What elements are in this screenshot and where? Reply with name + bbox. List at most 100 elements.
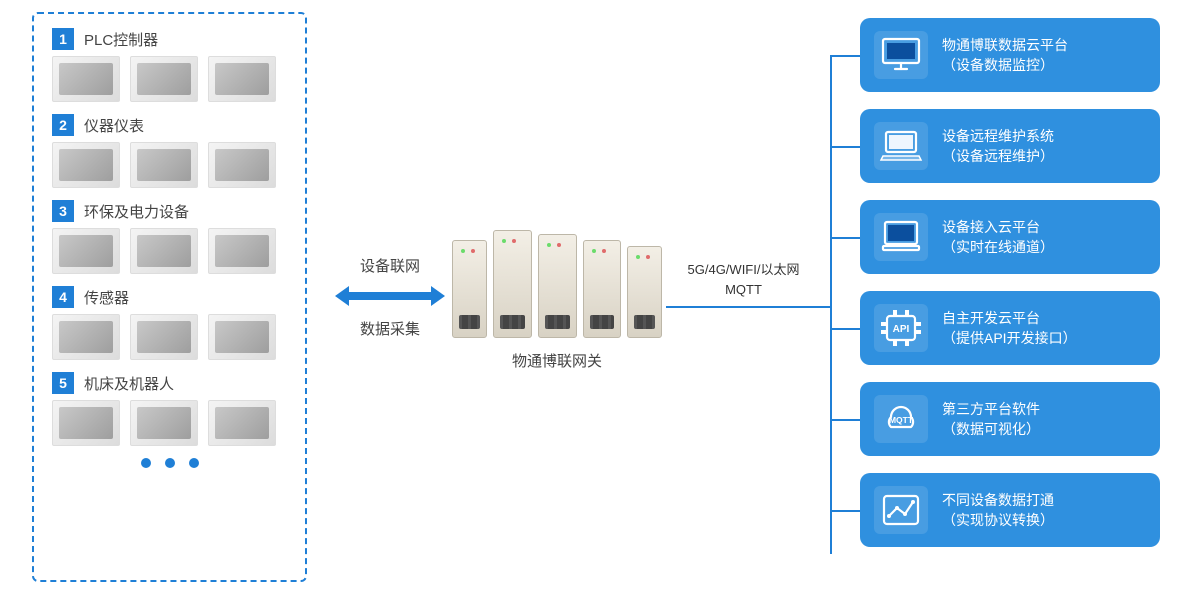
device-thumb [52, 142, 120, 188]
bus-branch-line [830, 237, 860, 239]
api-icon: API [874, 304, 928, 352]
gateway-device [583, 240, 620, 338]
category-block: 2 仪器仪表 [52, 114, 287, 188]
gateway-device-row [452, 228, 662, 338]
device-thumb [130, 400, 198, 446]
service-card-title: 设备接入云平台 [942, 217, 1054, 237]
category-thumb-row [52, 228, 287, 274]
left-arrow-block: 设备联网 数据采集 [330, 254, 450, 343]
service-card: 设备接入云平台（实时在线通道） [860, 200, 1160, 274]
service-card-title: 第三方平台软件 [942, 399, 1040, 419]
category-thumb-row [52, 314, 287, 360]
service-card: 物通博联数据云平台（设备数据监控） [860, 18, 1160, 92]
category-label: 仪器仪表 [84, 115, 144, 136]
device-thumb [130, 228, 198, 274]
category-header: 3 环保及电力设备 [52, 200, 287, 222]
category-number-badge: 4 [52, 286, 74, 308]
arrow-label-top: 设备联网 [330, 254, 450, 280]
service-card-title: 设备远程维护系统 [942, 126, 1054, 146]
device-thumb [52, 400, 120, 446]
service-card: 不同设备数据打通（实现协议转换） [860, 473, 1160, 547]
svg-text:MQTT: MQTT [889, 415, 914, 425]
category-number-badge: 1 [52, 28, 74, 50]
monitor-icon [874, 31, 928, 79]
pagination-dot [141, 458, 151, 468]
category-block: 3 环保及电力设备 [52, 200, 287, 274]
category-block: 1 PLC控制器 [52, 28, 287, 102]
category-block: 5 机床及机器人 [52, 372, 287, 446]
device-category-panel: 1 PLC控制器 2 仪器仪表 3 环保及电力设备 4 传感器 5 机床及机器人 [32, 12, 307, 582]
device-thumb [130, 142, 198, 188]
device-thumb [130, 314, 198, 360]
category-thumb-row [52, 56, 287, 102]
service-card-subtitle: （设备数据监控） [942, 55, 1068, 75]
right-link-top: 5G/4G/WIFI/以太网 [666, 260, 821, 280]
category-number-badge: 3 [52, 200, 74, 222]
device-thumb [208, 400, 276, 446]
device-thumb [208, 228, 276, 274]
mqtt-icon: MQTT [874, 395, 928, 443]
device-thumb [52, 314, 120, 360]
service-card-title: 不同设备数据打通 [942, 490, 1054, 510]
category-label: 环保及电力设备 [84, 201, 189, 222]
device-thumb [208, 56, 276, 102]
service-card-text: 设备远程维护系统（设备远程维护） [942, 126, 1054, 166]
service-card: MQTT 第三方平台软件（数据可视化） [860, 382, 1160, 456]
service-card-text: 不同设备数据打通（实现协议转换） [942, 490, 1054, 530]
service-card-text: 第三方平台软件（数据可视化） [942, 399, 1040, 439]
bus-vertical-line [830, 55, 832, 554]
double-arrow-icon [335, 284, 445, 308]
category-header: 2 仪器仪表 [52, 114, 287, 136]
service-card-subtitle: （实现协议转换） [942, 510, 1054, 530]
svg-text:API: API [893, 324, 910, 335]
bus-branch-line [830, 328, 860, 330]
service-card-subtitle: （设备远程维护） [942, 146, 1054, 166]
gateway-device [538, 234, 577, 338]
device-thumb [208, 314, 276, 360]
service-card-text: 设备接入云平台（实时在线通道） [942, 217, 1054, 257]
bus-branch-line [830, 419, 860, 421]
category-label: 机床及机器人 [84, 373, 174, 394]
service-card-title: 自主开发云平台 [942, 308, 1077, 328]
service-card-subtitle: （数据可视化） [942, 419, 1040, 439]
category-label: 传感器 [84, 287, 129, 308]
service-card-text: 自主开发云平台（提供API开发接口） [942, 308, 1077, 348]
service-card: 设备远程维护系统（设备远程维护） [860, 109, 1160, 183]
service-card-text: 物通博联数据云平台（设备数据监控） [942, 35, 1068, 75]
category-thumb-row [52, 142, 287, 188]
category-header: 4 传感器 [52, 286, 287, 308]
service-card-subtitle: （实时在线通道） [942, 237, 1054, 257]
pagination-dots [52, 458, 287, 468]
bus-branch-line [830, 146, 860, 148]
gateway-label: 物通博联网关 [452, 350, 662, 371]
laptop2-icon [874, 213, 928, 261]
gateway-device [627, 246, 662, 338]
pagination-dot [189, 458, 199, 468]
device-thumb [130, 56, 198, 102]
bus-branch-line [830, 510, 860, 512]
right-link-block: 5G/4G/WIFI/以太网 MQTT [666, 260, 821, 308]
bus-branch-line [830, 55, 860, 57]
gateway-device [452, 240, 487, 338]
device-thumb [52, 56, 120, 102]
category-label: PLC控制器 [84, 29, 158, 50]
service-card-title: 物通博联数据云平台 [942, 35, 1068, 55]
arrow-label-bottom: 数据采集 [330, 317, 450, 343]
category-block: 4 传感器 [52, 286, 287, 360]
right-link-bottom: MQTT [666, 280, 821, 300]
category-header: 5 机床及机器人 [52, 372, 287, 394]
device-thumb [208, 142, 276, 188]
service-card-subtitle: （提供API开发接口） [942, 328, 1077, 348]
category-thumb-row [52, 400, 287, 446]
chart-icon [874, 486, 928, 534]
bus-feed-line [820, 306, 832, 308]
laptop-icon [874, 122, 928, 170]
pagination-dot [165, 458, 175, 468]
category-number-badge: 5 [52, 372, 74, 394]
category-number-badge: 2 [52, 114, 74, 136]
category-header: 1 PLC控制器 [52, 28, 287, 50]
right-link-line [666, 306, 821, 308]
device-thumb [52, 228, 120, 274]
gateway-device [493, 230, 532, 338]
service-card: API 自主开发云平台（提供API开发接口） [860, 291, 1160, 365]
